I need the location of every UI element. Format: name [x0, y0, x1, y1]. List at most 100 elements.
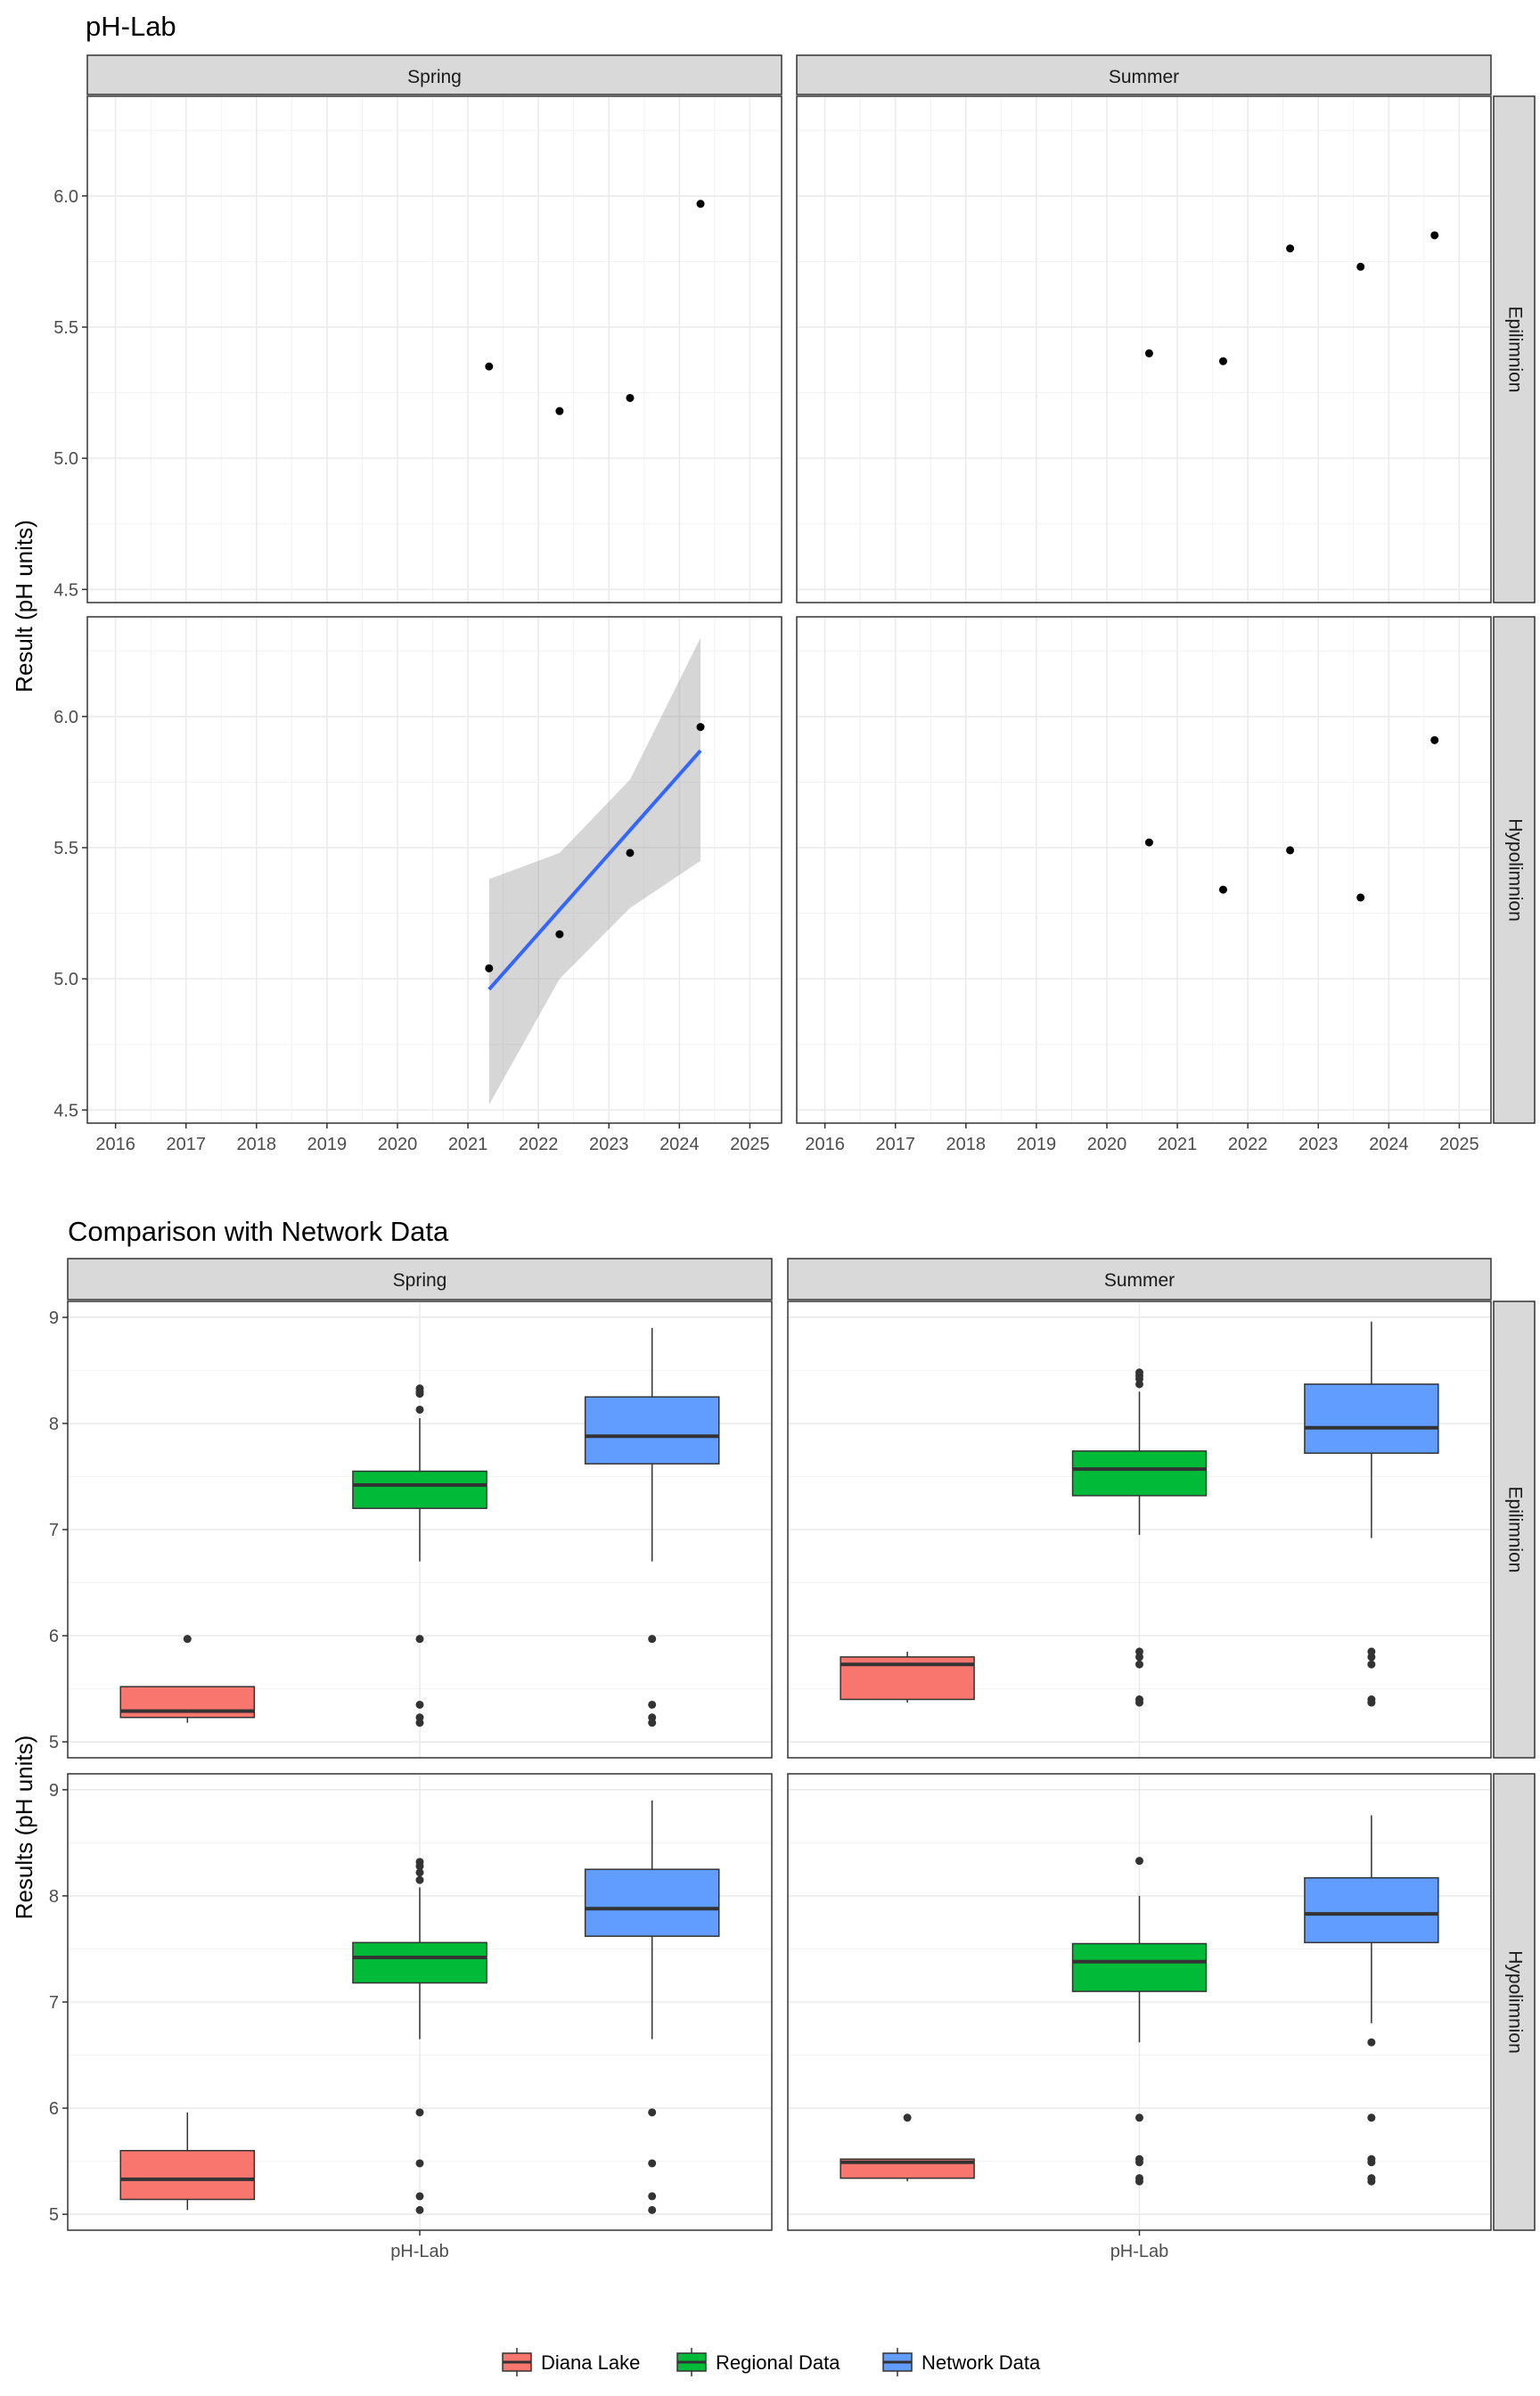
data-point — [1144, 838, 1153, 847]
outlier-point — [1367, 2177, 1376, 2186]
outlier-point — [648, 2108, 657, 2117]
panel-background — [87, 617, 782, 1123]
strip-hypolimnion-top — [1493, 616, 1536, 1124]
outlier-point — [903, 2113, 912, 2122]
x-tick-label: pH-Lab — [1110, 2242, 1169, 2261]
outlier-point — [415, 2159, 424, 2168]
box-regional-data — [352, 1384, 487, 1727]
outlier-point — [415, 1858, 424, 1867]
data-point — [485, 362, 494, 371]
x-tick-label: 2023 — [1298, 1135, 1339, 1154]
x-tick-label: 2019 — [1017, 1135, 1057, 1154]
box-regional-data — [1071, 1368, 1208, 1707]
strip-label-epilimnion-bottom: Epilimnion — [1504, 1487, 1525, 1573]
outlier-point — [1367, 2038, 1376, 2047]
outlier-point — [1135, 1857, 1143, 1866]
strip-label-hypolimnion-top: Hypolimnion — [1504, 818, 1525, 922]
outlier-point — [415, 1875, 424, 1884]
strip-label-hypolimnion-bottom: Hypolimnion — [1504, 1950, 1525, 2054]
y-tick-label: 6 — [49, 2099, 59, 2119]
y-tick-label: 9 — [49, 1781, 59, 1801]
box-iqr — [584, 1396, 720, 1465]
outlier-point — [648, 2205, 657, 2214]
outlier-point — [648, 1635, 657, 1644]
strip-summer-bottom — [787, 1258, 1492, 1301]
panel-summer-hypolimnion: 2016 2017 2018 2019 2020 2021 2022 2023 2024 2025 — [796, 616, 1492, 1154]
panel-summer-epilimnion — [787, 1301, 1492, 1759]
data-point — [1218, 885, 1227, 894]
outlier-point — [415, 1719, 424, 1727]
chart-title-bottom: Comparison with Network Data — [68, 1216, 449, 1247]
y-axis-title-bottom: Results (pH units) — [11, 1735, 37, 1920]
x-tick-label: 2025 — [730, 1135, 770, 1154]
x-tick-label: 2021 — [1158, 1135, 1198, 1154]
panel-summer-hypolimnion: pH-Lab — [787, 1773, 1492, 2261]
box-iqr — [1071, 1450, 1208, 1497]
outlier-point — [1135, 1660, 1143, 1669]
outlier-point — [648, 1700, 657, 1709]
x-tick-label: 2019 — [307, 1135, 348, 1154]
data-point — [1144, 349, 1153, 357]
box-network-data — [1304, 1815, 1439, 2186]
x-tick-label: 2020 — [1087, 1135, 1127, 1154]
box-iqr — [1304, 1876, 1439, 1944]
outlier-point — [415, 1405, 424, 1414]
panel-border — [86, 95, 782, 603]
panel-background — [797, 96, 1491, 603]
panel-spring-epilimnion: 4.5 5.0 5.5 6.0 — [53, 95, 782, 603]
outlier-point — [415, 2108, 424, 2117]
legend-item-network-data: Network Data — [882, 2348, 1041, 2376]
outlier-point — [1367, 1660, 1376, 1669]
box-diana-lake — [119, 2112, 256, 2211]
data-point — [1286, 846, 1295, 855]
x-tick-label: 2021 — [448, 1135, 488, 1154]
box-iqr — [1304, 1383, 1439, 1455]
y-tick-label: 8 — [49, 1415, 59, 1434]
panel-border — [796, 95, 1492, 603]
panel-border — [86, 616, 782, 1124]
data-point — [485, 964, 494, 972]
data-point — [696, 723, 705, 732]
data-point — [1356, 893, 1365, 902]
y-tick-label: 7 — [49, 1993, 59, 2013]
box-network-data — [584, 1800, 720, 2214]
y-tick-label: 5.0 — [53, 970, 78, 989]
box-iqr — [119, 2149, 256, 2201]
outlier-point — [1367, 1698, 1376, 1707]
outlier-point — [415, 1384, 424, 1393]
x-tick-label: 2024 — [659, 1135, 700, 1154]
y-tick-label: 5.5 — [53, 839, 78, 858]
y-tick-label: 5 — [49, 2205, 59, 2225]
strip-hypolimnion-bottom — [1493, 1773, 1536, 2231]
box-iqr — [584, 1868, 720, 1937]
outlier-point — [1367, 2113, 1376, 2122]
data-point — [555, 930, 564, 939]
chart-title-top: pH-Lab — [86, 11, 176, 42]
outlier-point — [648, 2159, 657, 2168]
outlier-point — [415, 2205, 424, 2214]
x-tick-label: 2017 — [875, 1135, 915, 1154]
y-tick-label: 5.0 — [53, 449, 78, 469]
y-tick-label: 9 — [49, 1309, 59, 1328]
strip-spring-bottom — [67, 1258, 773, 1301]
legend-label: Diana Lake — [541, 2351, 640, 2374]
box-iqr — [352, 1941, 487, 1984]
outlier-point — [415, 1635, 424, 1644]
panel-background — [797, 617, 1491, 1123]
outlier-point — [415, 2192, 424, 2201]
panel-border — [796, 616, 1492, 1124]
y-tick-label: 5.5 — [53, 318, 78, 338]
outlier-point — [1367, 2158, 1376, 2167]
x-tick-label: 2022 — [1228, 1135, 1268, 1154]
strip-spring-top — [86, 54, 782, 95]
y-tick-label: 8 — [49, 1887, 59, 1907]
box-network-data — [584, 1327, 720, 1727]
outlier-point — [183, 1635, 192, 1644]
data-point — [1218, 357, 1227, 365]
strip-label-summer-top: Summer — [1109, 67, 1179, 87]
legend-label: Network Data — [922, 2351, 1041, 2374]
panel-spring-epilimnion: 5 6 7 8 9 — [49, 1301, 773, 1759]
x-tick-label: 2020 — [378, 1135, 418, 1154]
legend-item-regional-data: Regional Data — [676, 2348, 840, 2376]
